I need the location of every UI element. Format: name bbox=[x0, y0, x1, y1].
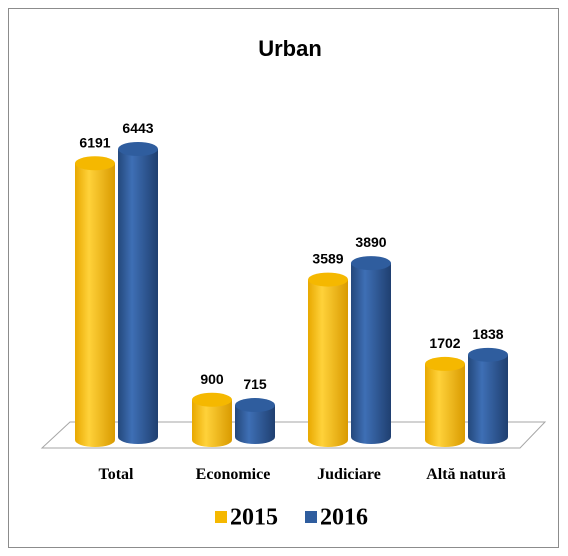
bar-body bbox=[308, 279, 348, 440]
bar bbox=[351, 256, 391, 444]
legend-label: 2016 bbox=[320, 505, 368, 531]
bar-top bbox=[351, 256, 391, 271]
bar bbox=[75, 156, 115, 447]
x-tick-label: Altă natură bbox=[426, 466, 506, 483]
bar-top bbox=[468, 347, 508, 362]
data-label: 1838 bbox=[472, 326, 503, 342]
bar-top bbox=[425, 356, 465, 371]
bar-bottom bbox=[235, 430, 275, 444]
x-tick-label: Economice bbox=[195, 466, 271, 483]
data-label: 1702 bbox=[429, 335, 460, 351]
bar-bottom bbox=[308, 433, 348, 447]
bar bbox=[192, 392, 232, 447]
bar-bottom bbox=[425, 433, 465, 447]
bar-body bbox=[425, 363, 465, 440]
legend-swatch bbox=[215, 511, 227, 523]
legend-label: 2015 bbox=[230, 505, 278, 531]
legend-swatch bbox=[305, 511, 317, 523]
data-label: 3890 bbox=[355, 234, 386, 250]
bar bbox=[468, 347, 508, 444]
bar-bottom bbox=[351, 430, 391, 444]
bar-body bbox=[351, 263, 391, 437]
data-label: 3589 bbox=[312, 251, 343, 267]
bar-top bbox=[118, 141, 158, 156]
bar-top bbox=[192, 392, 232, 407]
bar bbox=[425, 356, 465, 447]
data-label: 6191 bbox=[79, 134, 110, 150]
bar-bottom bbox=[75, 433, 115, 447]
floor bbox=[40, 421, 547, 449]
bar-top bbox=[235, 398, 275, 413]
bar-body bbox=[118, 148, 158, 437]
bar-bottom bbox=[118, 430, 158, 444]
data-label: 715 bbox=[243, 376, 267, 392]
data-label: 900 bbox=[200, 371, 224, 387]
frame bbox=[8, 8, 559, 548]
x-tick-label: Judiciare bbox=[317, 466, 381, 483]
chart-title: Urban bbox=[258, 36, 322, 61]
bar-top bbox=[308, 272, 348, 287]
bar-body bbox=[75, 163, 115, 440]
bar-top bbox=[75, 156, 115, 171]
bar-bottom bbox=[192, 433, 232, 447]
data-label: 6443 bbox=[122, 120, 153, 136]
bar bbox=[118, 141, 158, 444]
bar bbox=[235, 398, 275, 444]
bar bbox=[308, 272, 348, 447]
x-tick-label: Total bbox=[98, 466, 134, 483]
bar-bottom bbox=[468, 430, 508, 444]
bar-body bbox=[468, 354, 508, 437]
